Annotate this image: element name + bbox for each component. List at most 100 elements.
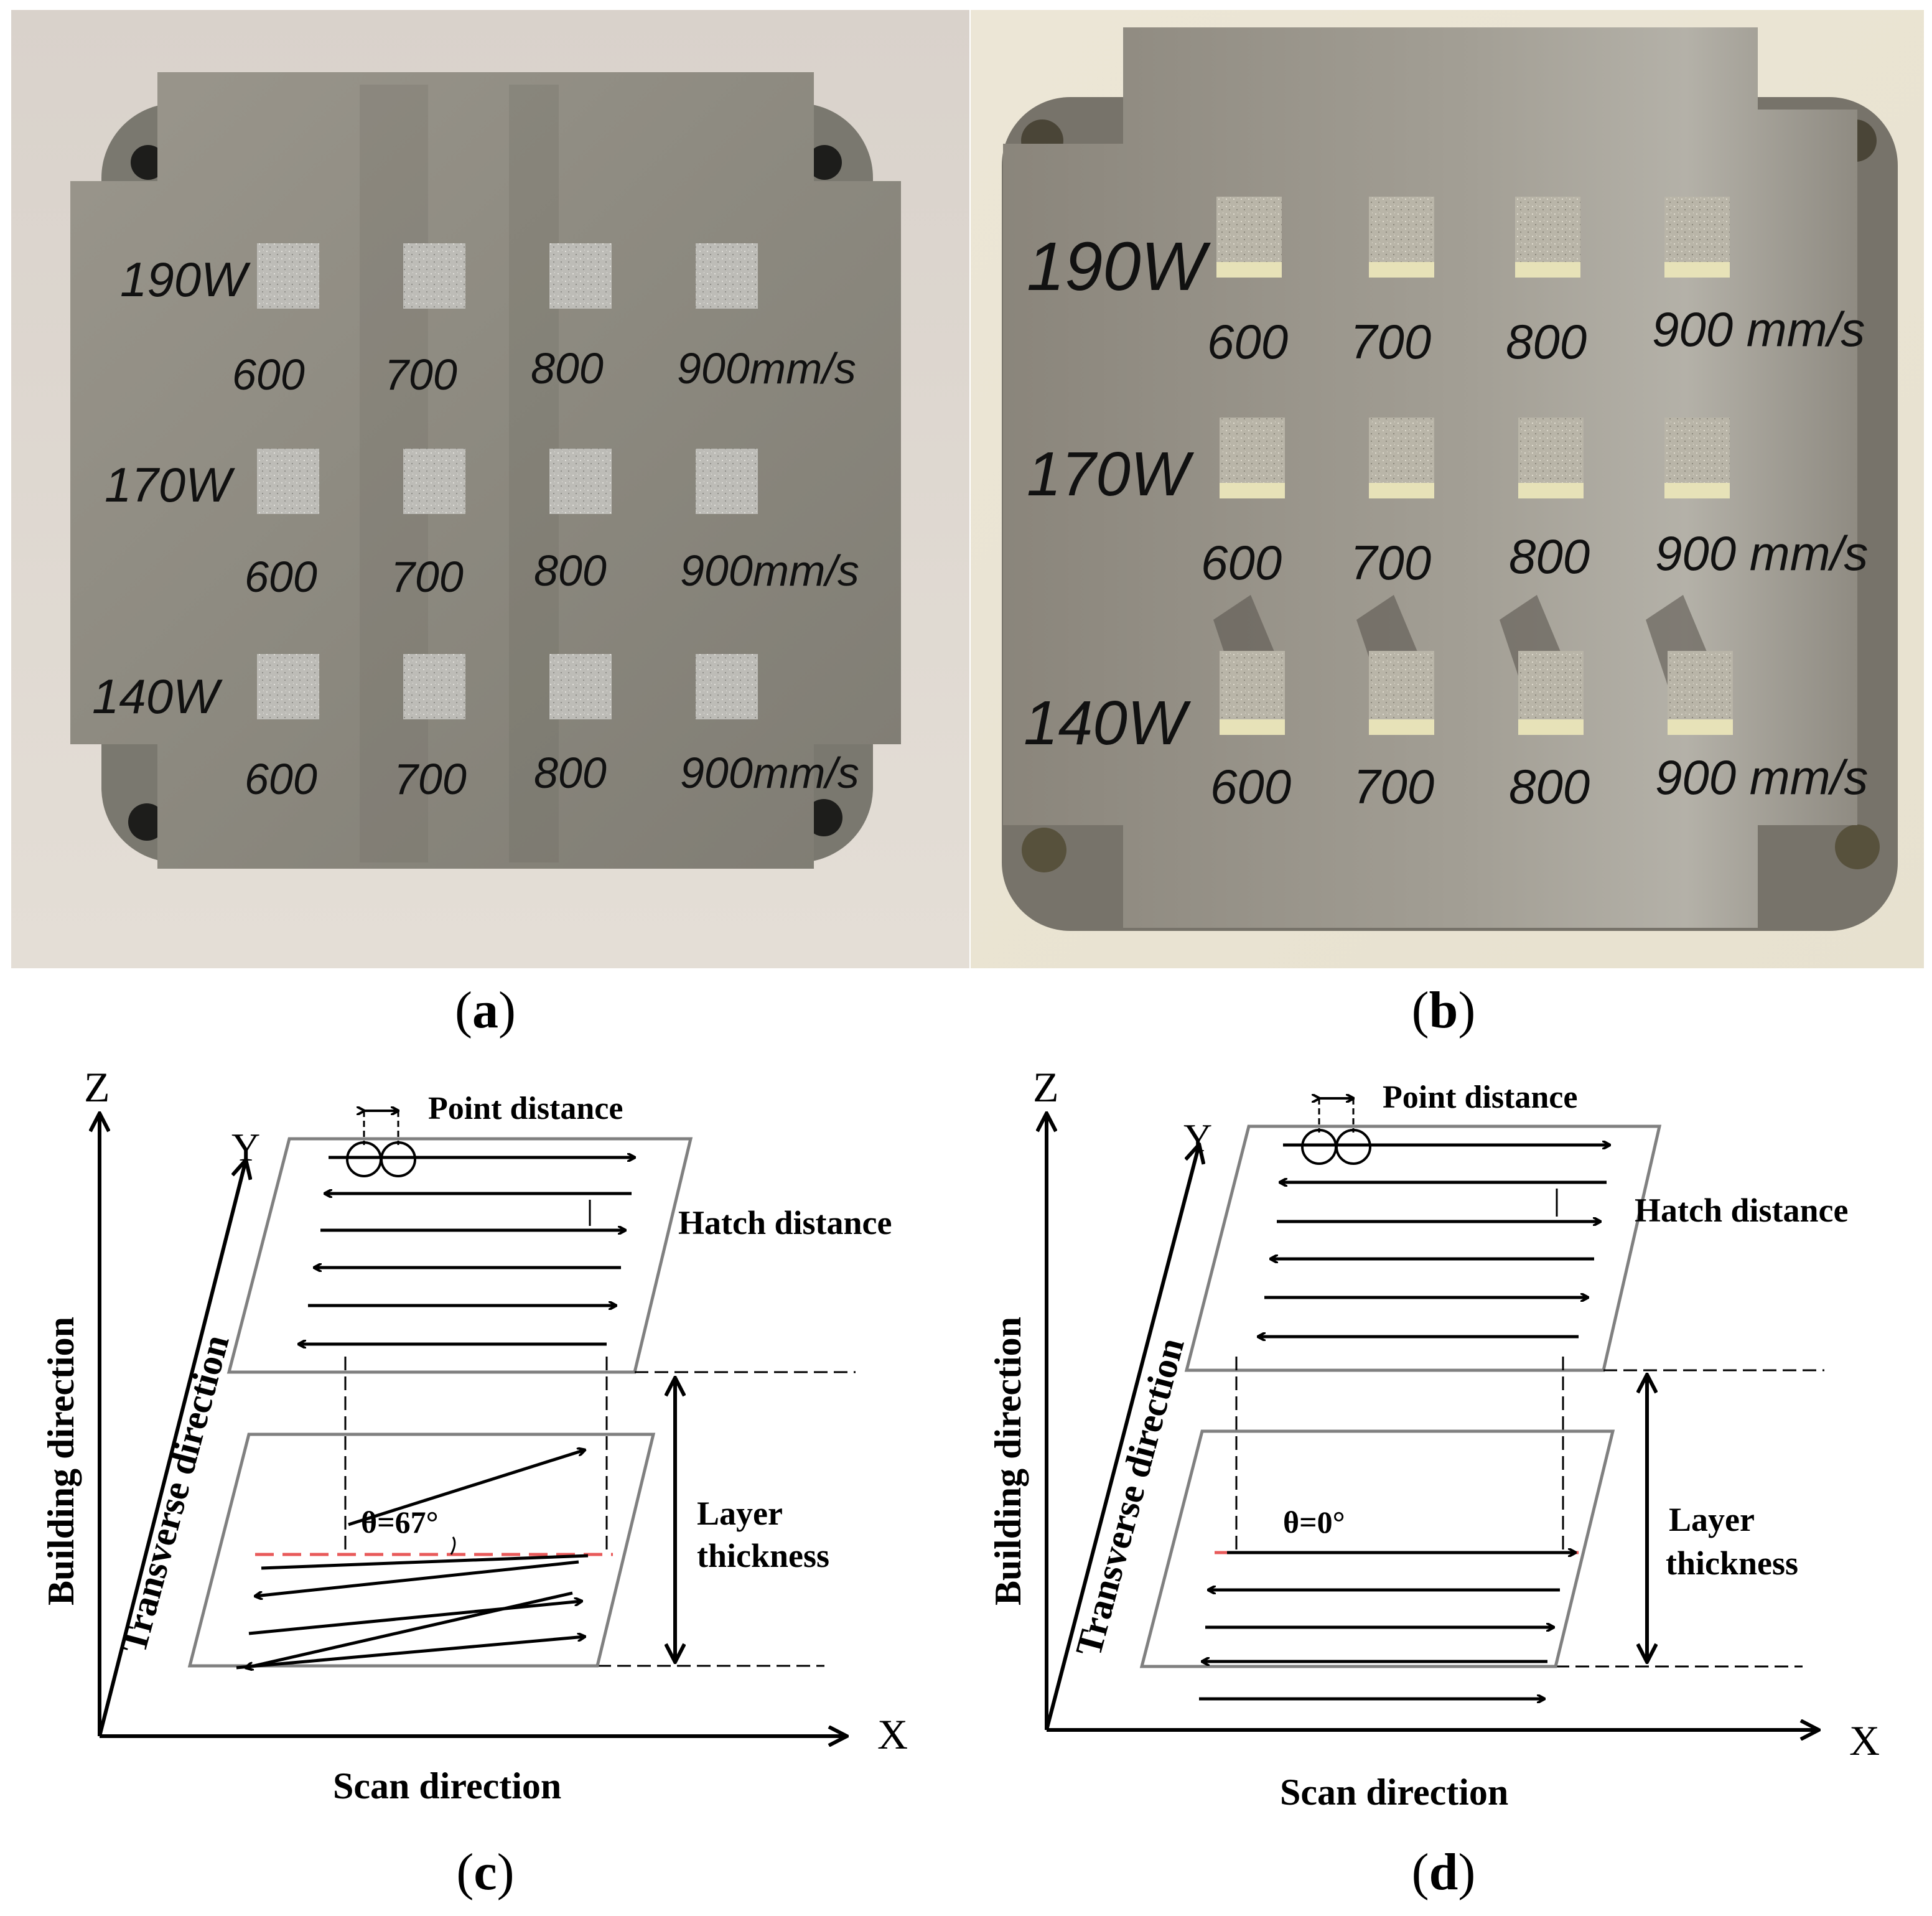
laser-spot: [346, 1141, 382, 1177]
layer-thickness-label-1: Layer: [697, 1495, 783, 1532]
point-distance-label: Point distance: [428, 1091, 623, 1126]
photo-b-build-plate: 190W 600 700 800 900 mm/s 170W 600 700 8…: [971, 10, 1924, 968]
panel-label-b: (b): [1411, 981, 1476, 1039]
mounting-hole: [131, 145, 166, 180]
power-label: 170W: [1027, 439, 1195, 509]
sample-cube: [1518, 418, 1584, 486]
speed-label: 900 mm/s: [1655, 750, 1868, 805]
y-axis-label: Y: [1183, 1116, 1212, 1160]
sample-cube: [1668, 651, 1733, 722]
transverse-direction-label: Transverse direction: [113, 1330, 237, 1657]
sample-cube: [549, 243, 612, 309]
sample-cube-side: [1216, 262, 1282, 278]
mounting-hole: [128, 803, 166, 841]
scan-direction-label: Scan direction: [333, 1765, 561, 1806]
sample-cube-side: [1518, 719, 1584, 735]
sample-cube-side: [1668, 719, 1733, 735]
diagram-d-scan-strategy: Z X Y Building direction Transverse dire…: [987, 1063, 1880, 1813]
transverse-direction-label: Transverse direction: [1068, 1334, 1192, 1660]
sample-cube-side: [1515, 262, 1580, 278]
sample-cube: [549, 654, 612, 719]
sample-cube: [403, 243, 465, 309]
sample-cube-side: [1220, 719, 1285, 735]
handwriting-a: 190W 600 700 800 900mm/s 170W 600 700 80…: [92, 252, 859, 803]
layer-thickness-label-2: thickness: [1666, 1544, 1798, 1582]
layer-thickness-label-2: thickness: [697, 1537, 829, 1574]
y-axis-label: Y: [231, 1125, 260, 1169]
sample-cube: [1216, 197, 1282, 265]
y-axis: [1045, 1145, 1199, 1731]
point-distance-label: Point distance: [1383, 1080, 1577, 1115]
power-label: 140W: [1024, 688, 1192, 758]
sample-cube: [1369, 418, 1434, 486]
sample-cube: [1220, 418, 1285, 486]
speed-label: 800: [1506, 314, 1587, 369]
mounting-hole: [805, 799, 842, 836]
sample-cube: [257, 243, 319, 309]
upper-scan-vectors: [299, 1157, 635, 1344]
laser-spot: [380, 1141, 416, 1177]
speed-label: 600: [1207, 314, 1288, 369]
handwriting-b: 190W 600 700 800 900 mm/s 170W 600 700 8…: [1024, 228, 1868, 814]
sample-grid-b: [1216, 197, 1733, 735]
x-axis-label: X: [877, 1711, 908, 1758]
speed-label: 600: [245, 553, 317, 601]
sample-cube: [1518, 651, 1584, 722]
speed-label: 900mm/s: [680, 546, 859, 595]
lower-layer-plane: [187, 1432, 656, 1668]
z-axis-label: Z: [84, 1063, 110, 1111]
panel-label-d: (d): [1411, 1843, 1476, 1901]
angle-label: θ=67°: [361, 1505, 439, 1540]
sample-cube: [1220, 651, 1285, 722]
building-direction-label: Building direction: [40, 1317, 82, 1605]
x-axis-label: X: [1849, 1717, 1880, 1764]
speed-label: 800: [534, 749, 607, 797]
sample-cube-side: [1664, 262, 1730, 278]
sample-cube-side: [1518, 483, 1584, 498]
speed-label: 900mm/s: [680, 749, 859, 797]
panel-label-a: (a): [455, 981, 516, 1039]
speed-label: 700: [1350, 314, 1431, 369]
sample-cube: [403, 654, 465, 719]
hatch-distance-label: Hatch distance: [1635, 1192, 1849, 1229]
sample-cube-side: [1220, 483, 1285, 498]
sample-cube: [696, 654, 758, 719]
hatch-distance-label: Hatch distance: [678, 1204, 892, 1241]
sample-cube-side: [1369, 719, 1434, 735]
speed-label: 800: [1509, 759, 1590, 814]
sample-cube: [257, 654, 319, 719]
sample-cube-side: [1369, 483, 1434, 498]
speed-label: 600: [232, 350, 305, 399]
sample-cube: [1369, 197, 1434, 265]
mounting-hole: [1835, 825, 1880, 869]
mounting-hole: [807, 145, 842, 180]
laser-spot: [1301, 1129, 1337, 1165]
power-label: 140W: [92, 669, 223, 724]
sample-cube-side: [1369, 262, 1434, 278]
sample-cube: [549, 449, 612, 514]
building-direction-label: Building direction: [987, 1317, 1029, 1605]
sample-grid-a: [257, 243, 758, 719]
z-axis-label: Z: [1033, 1063, 1059, 1111]
lower-layer-plane: [1139, 1429, 1615, 1668]
power-label: 170W: [105, 457, 235, 512]
speed-label: 700: [1353, 759, 1434, 814]
y-axis: [98, 1161, 246, 1737]
speed-label: 800: [1509, 529, 1590, 584]
upper-layer-plane: [226, 1137, 693, 1374]
scan-direction-label: Scan direction: [1280, 1772, 1508, 1813]
lower-scan-vectors: [1199, 1553, 1575, 1699]
speed-label: 700: [394, 755, 467, 803]
speed-label: 900 mm/s: [1655, 526, 1868, 581]
speed-label: 700: [1350, 535, 1431, 590]
sample-cube: [1515, 197, 1580, 265]
laser-spot: [1335, 1129, 1371, 1165]
panel-label-c: (c): [456, 1843, 515, 1901]
power-label: 190W: [120, 252, 251, 307]
speed-label: 600: [245, 755, 317, 803]
sample-cube-side: [1664, 483, 1730, 498]
power-label: 190W: [1027, 228, 1211, 305]
sample-cube: [1369, 651, 1434, 722]
upper-layer-plane: [1184, 1124, 1662, 1372]
sample-cube: [696, 243, 758, 309]
